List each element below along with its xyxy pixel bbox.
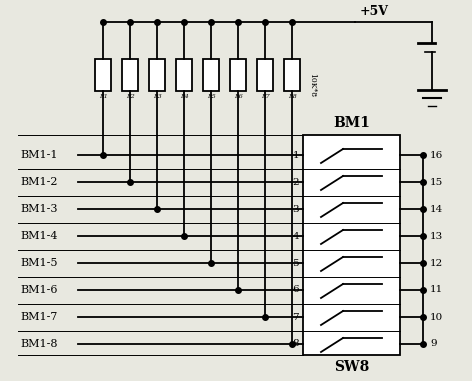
Text: BM1-2: BM1-2 [20,177,58,187]
Text: 16: 16 [430,150,443,160]
Text: R3: R3 [152,94,161,99]
Bar [303,135,400,355]
Text: R5: R5 [207,94,215,99]
Text: 5: 5 [292,258,299,267]
Bar [122,59,138,91]
Text: 3: 3 [292,205,299,213]
Text: BM1-5: BM1-5 [20,258,58,268]
Text: R8: R8 [287,94,296,99]
Bar [149,59,165,91]
Text: R4: R4 [180,94,188,99]
Text: BM1-1: BM1-1 [20,150,58,160]
Text: +5V: +5V [360,5,389,18]
Text: 10: 10 [430,312,443,322]
Text: 14: 14 [430,205,443,213]
Text: 8: 8 [292,339,299,349]
Text: 11: 11 [430,285,443,295]
Text: 7: 7 [292,312,299,322]
Text: BM1-3: BM1-3 [20,204,58,214]
Bar [176,59,192,91]
Bar [95,59,111,91]
Text: BM1-6: BM1-6 [20,285,58,295]
Text: 9: 9 [430,339,437,349]
Bar [257,59,273,91]
Text: SW8: SW8 [334,360,369,374]
Text: R6: R6 [234,94,243,99]
Text: R7: R7 [261,94,270,99]
Text: 10K*8: 10K*8 [308,73,316,97]
Text: 12: 12 [430,258,443,267]
Text: 13: 13 [430,232,443,240]
Text: 6: 6 [292,285,299,295]
Text: 1: 1 [292,150,299,160]
Text: 4: 4 [292,232,299,240]
Text: BM1-8: BM1-8 [20,339,58,349]
Text: R1: R1 [99,94,107,99]
Bar [230,59,246,91]
Text: R2: R2 [126,94,135,99]
Bar [203,59,219,91]
Text: BM1-4: BM1-4 [20,231,58,241]
Text: BM1-7: BM1-7 [20,312,58,322]
Bar [284,59,300,91]
Text: 2: 2 [292,178,299,187]
Text: 15: 15 [430,178,443,187]
Text: BM1: BM1 [333,116,370,130]
